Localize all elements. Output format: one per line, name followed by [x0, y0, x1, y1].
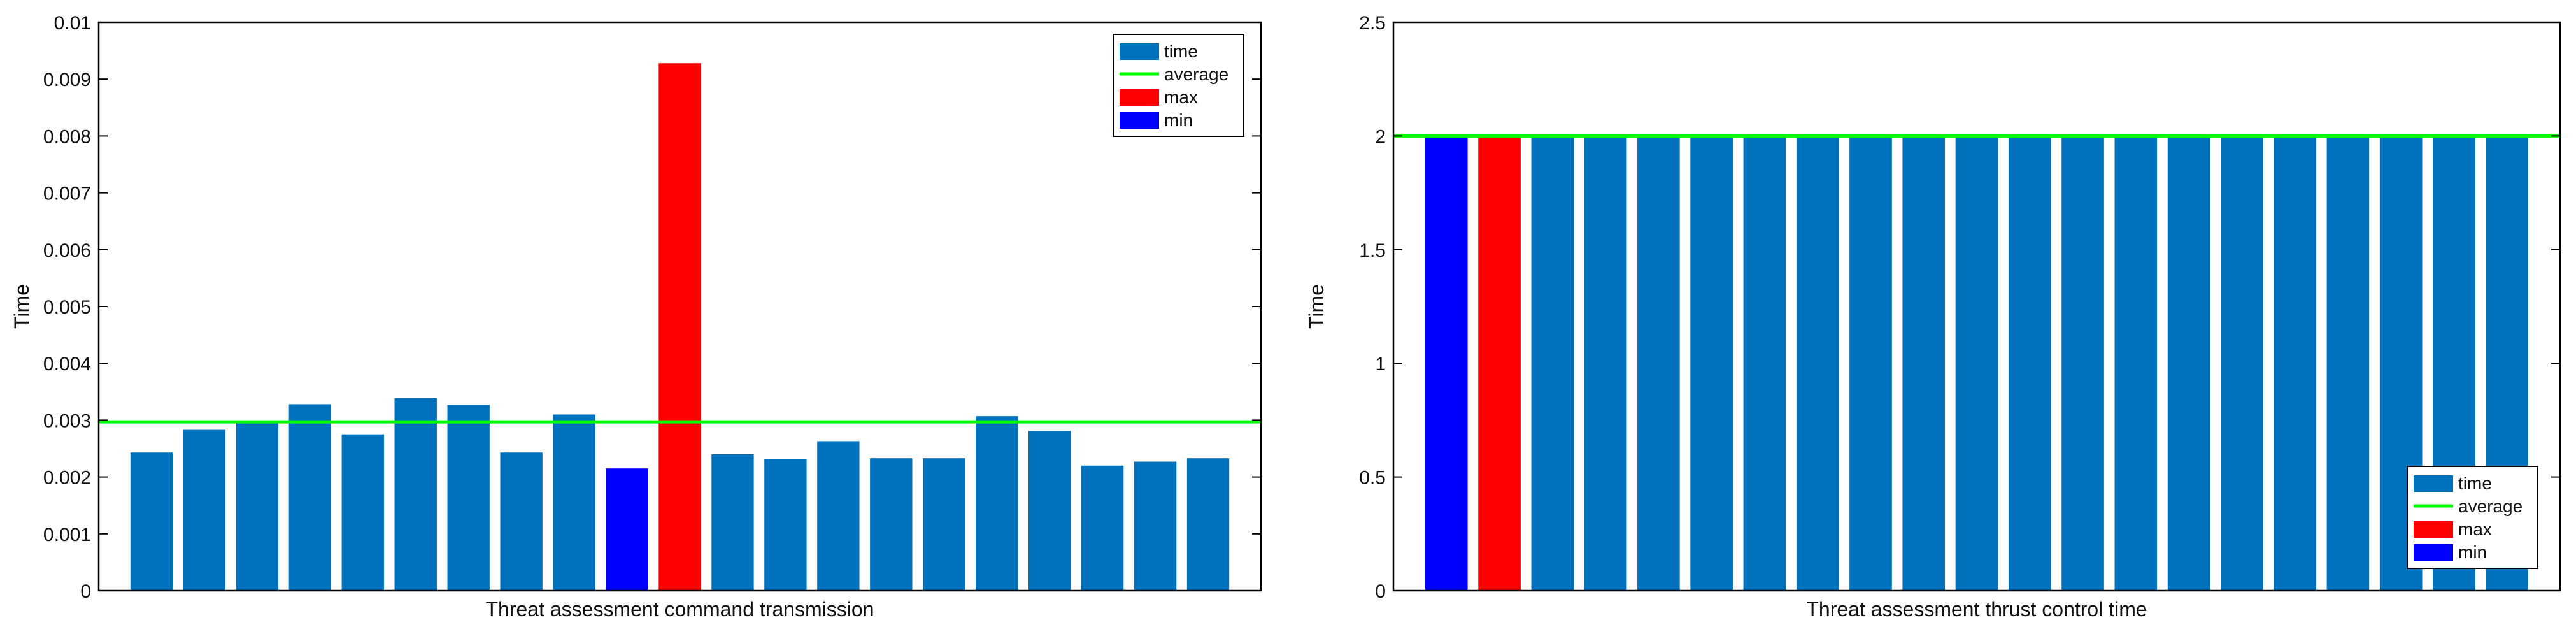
- legend-label: min: [1164, 110, 1193, 130]
- bar-time: [288, 404, 331, 591]
- y-ticks-group: 0 0.001 0.002 0.003 0.004 0.005 0.006 0.007 0.00…: [43, 13, 1261, 602]
- legend-swatch-time: [2414, 475, 2453, 492]
- bars-group: [1425, 136, 2529, 591]
- y-tick-label: 0.004: [43, 354, 91, 375]
- legend-label: min: [2458, 542, 2487, 562]
- y-tick-label: 0: [80, 581, 91, 602]
- y-tick-label: 0.5: [1359, 468, 1386, 489]
- legend-label: average: [1164, 64, 1228, 84]
- legend-swatch-min: [1120, 112, 1159, 129]
- plot-area-border: [1392, 21, 2561, 592]
- y-tick-label: 0.01: [54, 13, 91, 34]
- bar-time: [1849, 136, 1892, 591]
- bar-time: [1955, 136, 1998, 591]
- bar-max: [1478, 136, 1521, 591]
- y-tick-label: 0.009: [43, 69, 91, 90]
- bar-time: [236, 422, 279, 591]
- legend: time average max min: [1113, 34, 1244, 137]
- legend-label: time: [2458, 473, 2492, 493]
- bar-time: [764, 459, 807, 591]
- y-tick-label: 2: [1375, 126, 1386, 147]
- x-axis-label: Threat assessment thrust control time: [1806, 598, 2147, 621]
- y-tick-label: 0.008: [43, 126, 91, 147]
- bar-time: [1186, 458, 1230, 591]
- bar-time: [1743, 136, 1786, 591]
- bar-time: [870, 458, 913, 591]
- bar-time: [1796, 136, 1839, 591]
- y-tick-label: 0.001: [43, 524, 91, 545]
- bar-time: [1081, 465, 1124, 591]
- bar-time: [553, 414, 595, 591]
- bar-min: [606, 468, 648, 591]
- legend-swatch-time: [1120, 43, 1159, 60]
- y-axis-label: Time: [1305, 284, 1328, 329]
- bar-time: [2114, 136, 2158, 591]
- bar-time: [923, 458, 965, 591]
- legend-label: max: [1164, 87, 1198, 107]
- legend-label: average: [2458, 496, 2523, 516]
- bar-time: [976, 416, 1018, 591]
- y-tick-label: 0.007: [43, 184, 91, 205]
- x-axis-label: Threat assessment command transmission: [486, 598, 874, 621]
- bar-min: [1425, 136, 1468, 591]
- bar-time: [2326, 136, 2370, 591]
- bar-time: [711, 454, 754, 591]
- bar-time: [2167, 136, 2210, 591]
- bar-max: [658, 63, 701, 591]
- bar-time: [500, 452, 543, 591]
- bar-time: [341, 434, 384, 591]
- chart-threat-command-transmission: 0 0.001 0.002 0.003 0.004 0.005 0.006 0.007 0.00…: [10, 13, 1262, 621]
- legend-swatch-min: [2414, 544, 2453, 561]
- legend-label: max: [2458, 519, 2492, 539]
- axes-frame: [1392, 21, 2561, 592]
- legend-swatch-max: [2414, 521, 2453, 538]
- bar-time: [817, 441, 860, 591]
- y-tick-label: 0.003: [43, 410, 91, 431]
- y-ticks-group: 0 0.5 1 1.5 2 2.5: [1359, 13, 2560, 602]
- plot-area-border: [97, 21, 1262, 592]
- bar-time: [1690, 136, 1733, 591]
- bar-time: [130, 452, 173, 591]
- y-tick-label: 0.006: [43, 240, 91, 261]
- bar-time: [2008, 136, 2051, 591]
- legend: time average max min: [2407, 466, 2538, 569]
- y-tick-label: 2.5: [1359, 13, 1386, 34]
- bar-time: [1584, 136, 1627, 591]
- bar-time: [2221, 136, 2263, 591]
- bar-time: [1902, 136, 1946, 591]
- y-tick-label: 1: [1375, 354, 1386, 375]
- bar-time: [183, 429, 226, 591]
- bar-time: [1028, 431, 1071, 591]
- bar-time: [1531, 136, 1574, 591]
- y-axis-label: Time: [10, 284, 33, 329]
- chart-threat-thrust-control: 0 0.5 1 1.5 2 2.5 Threat assessment thrust co…: [1305, 13, 2561, 621]
- y-tick-label: 1.5: [1359, 240, 1386, 261]
- y-tick-label: 0.005: [43, 297, 91, 318]
- bars-group: [130, 63, 1230, 591]
- axes-frame: [97, 21, 1262, 592]
- bar-time: [447, 405, 490, 591]
- y-tick-label: 0.002: [43, 468, 91, 489]
- legend-swatch-max: [1120, 89, 1159, 106]
- y-tick-label: 0: [1375, 581, 1386, 602]
- bar-time: [2061, 136, 2104, 591]
- bar-time: [2274, 136, 2316, 591]
- bar-time: [1637, 136, 1680, 591]
- bar-time: [1134, 461, 1177, 591]
- legend-label: time: [1164, 41, 1198, 61]
- bar-time: [394, 398, 437, 591]
